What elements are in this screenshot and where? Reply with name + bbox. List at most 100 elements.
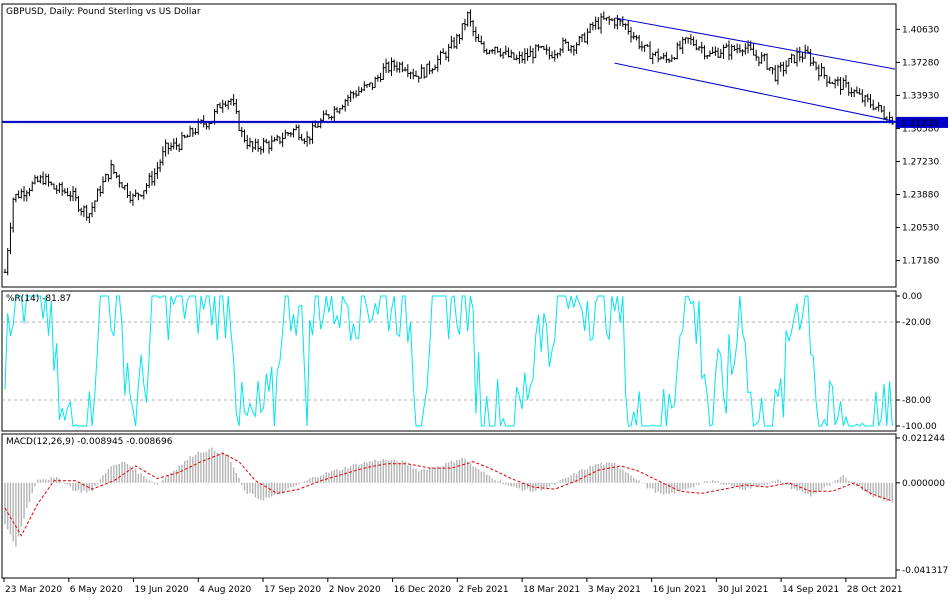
- wpr-y-tick-label: -100.00: [902, 422, 937, 432]
- ohlc-bar: [839, 77, 842, 95]
- ohlc-bar: [164, 139, 167, 157]
- ohlc-bar: [485, 48, 489, 55]
- ohlc-bar: [245, 135, 249, 150]
- ohlc-bar: [803, 44, 807, 59]
- ohlc-bar: [820, 62, 823, 77]
- ohlc-bar: [156, 162, 159, 179]
- ohlc-bar: [847, 81, 851, 96]
- ohlc-bar: [224, 100, 227, 107]
- ohlc-bar: [836, 76, 840, 86]
- support-price-tag: [896, 116, 948, 128]
- ohlc-bar: [218, 102, 222, 109]
- ohlc-bar: [221, 99, 225, 113]
- ohlc-bar: [871, 99, 875, 111]
- ohlc-bar: [564, 38, 568, 45]
- wpr-line: [4, 294, 893, 427]
- wpr-title: %R(14) -81.87: [6, 294, 71, 304]
- ohlc-bar: [776, 64, 780, 85]
- ohlc-bar: [322, 110, 325, 122]
- ohlc-bar: [38, 174, 42, 184]
- ohlc-bar: [357, 86, 361, 96]
- ohlc-bar: [610, 18, 614, 21]
- ohlc-bar: [330, 115, 334, 121]
- ohlc-bar: [281, 132, 285, 147]
- ohlc-bar: [49, 181, 53, 186]
- ohlc-bar: [300, 133, 304, 141]
- ohlc-bar: [425, 63, 429, 78]
- price-y-tick-label: 1.30580: [902, 124, 939, 134]
- ohlc-bar: [814, 61, 818, 71]
- ohlc-bar: [403, 66, 407, 72]
- ohlc-bar: [700, 41, 704, 54]
- ohlc-bar: [123, 185, 127, 191]
- price-y-tick-label: 1.37280: [902, 58, 939, 68]
- ohlc-bar: [308, 136, 312, 145]
- ohlc-bar: [806, 45, 810, 54]
- ohlc-bar: [463, 18, 467, 31]
- ohlc-bar: [158, 159, 162, 173]
- wpr-y-tick-label: -20.00: [902, 318, 931, 328]
- ohlc-bar: [697, 46, 701, 51]
- ohlc-bar: [101, 176, 105, 194]
- ohlc-bar: [368, 82, 372, 87]
- ohlc-bar: [36, 175, 40, 183]
- ohlc-bar: [297, 124, 301, 141]
- ohlc-bar: [139, 194, 143, 197]
- ohlc-bar: [134, 189, 138, 198]
- ohlc-bar: [302, 138, 306, 145]
- ohlc-bar: [411, 68, 415, 80]
- ohlc-bar: [738, 44, 742, 53]
- ohlc-bar: [150, 170, 154, 186]
- ohlc-bar: [131, 193, 135, 206]
- ohlc-bar: [71, 185, 75, 202]
- ohlc-bar: [452, 37, 456, 49]
- ohlc-bar: [390, 57, 393, 76]
- ohlc-bar: [60, 182, 64, 196]
- ohlc-bar: [444, 51, 448, 61]
- ohlc-bar: [694, 39, 698, 51]
- ohlc-bar: [19, 188, 23, 199]
- ohlc-bar: [17, 190, 21, 199]
- ohlc-bar: [343, 98, 347, 112]
- ohlc-bar: [41, 171, 45, 185]
- ohlc-bar: [259, 146, 263, 155]
- ohlc-bar: [267, 140, 271, 154]
- ohlc-bar: [248, 137, 252, 148]
- ohlc-bar: [692, 36, 695, 47]
- ohlc-bar: [400, 61, 404, 73]
- ohlc-bar: [398, 62, 402, 73]
- ohlc-bar: [488, 49, 491, 55]
- ohlc-bar: [874, 106, 878, 110]
- ohlc-bar: [828, 76, 832, 84]
- ohlc-bar: [531, 47, 535, 64]
- ohlc-bar: [166, 142, 170, 155]
- ohlc-bar: [523, 48, 527, 64]
- ohlc-bar: [142, 190, 146, 200]
- ohlc-bar: [553, 49, 557, 62]
- ohlc-bar: [539, 46, 543, 49]
- ohlc-bar: [169, 142, 173, 151]
- ohlc-bar: [22, 186, 26, 202]
- ohlc-bar: [6, 247, 10, 276]
- ohlc-bar: [183, 134, 187, 139]
- ohlc-bar: [33, 175, 37, 185]
- ohlc-bar: [594, 16, 598, 30]
- ohlc-bar: [253, 138, 257, 150]
- ohlc-bar: [82, 205, 86, 218]
- ohlc-bar: [479, 35, 483, 45]
- ohlc-bar: [534, 44, 538, 59]
- ohlc-bar: [305, 131, 309, 147]
- ohlc-bar: [98, 185, 102, 197]
- ohlc-bar: [577, 36, 581, 46]
- ohlc-bar: [809, 48, 813, 67]
- ohlc-bar: [575, 42, 578, 54]
- ohlc-bar: [703, 45, 706, 60]
- ohlc-bar: [643, 44, 647, 52]
- ohlc-bar: [433, 64, 437, 71]
- ohlc-bar: [515, 54, 519, 61]
- ohlc-bar: [409, 71, 412, 80]
- ohlc-bar: [351, 91, 355, 99]
- ohlc-bar: [292, 128, 295, 138]
- ohlc-bar: [648, 41, 652, 60]
